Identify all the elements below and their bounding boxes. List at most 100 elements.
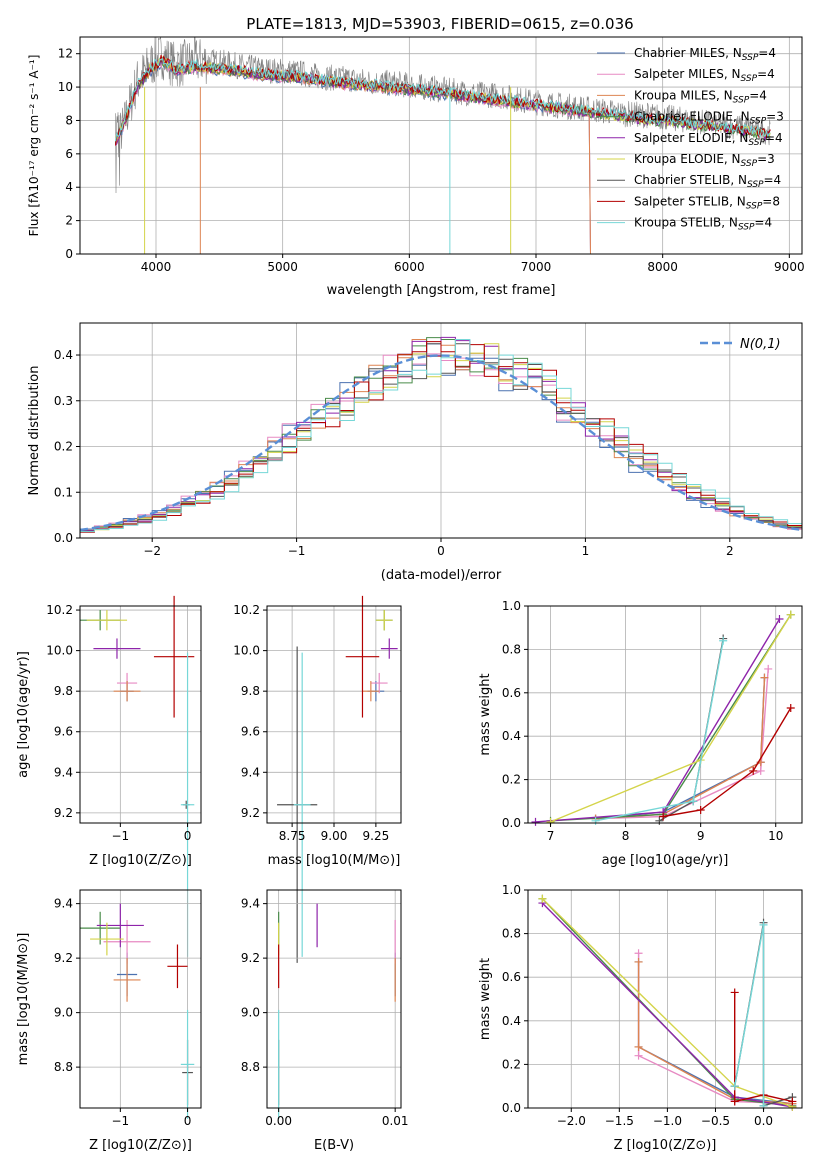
chart-weight_vs_Z: −2.0 −1.5 −1.0 −0.5 0.0 0.0 0.2 0.4 0.6 0.8 1.0 Z [… — [478, 883, 803, 1153]
x-tick-label: 1 — [582, 544, 590, 558]
y-tick-label: 9.2 — [54, 806, 73, 820]
x-axis-label: E(B-V) — [314, 1138, 354, 1153]
weight-marker — [659, 812, 668, 821]
weight-marker — [696, 805, 705, 814]
grid-lines — [267, 606, 401, 823]
x-tick-label: 9000 — [774, 260, 805, 274]
y-tick-label: 8.8 — [241, 1060, 260, 1074]
weight-marker — [730, 988, 739, 997]
y-tick-label: 9.0 — [241, 1006, 260, 1020]
y-tick-label: 0.0 — [54, 531, 73, 545]
legend-entry: N(0,1) — [740, 337, 781, 352]
weight-marker — [634, 949, 643, 958]
y-tick-label: 4 — [65, 180, 73, 194]
errorbars — [278, 903, 396, 1119]
y-tick-label: 0.0 — [502, 816, 521, 830]
x-tick-label: 7000 — [521, 260, 552, 274]
x-axis-label: Z [log10(Z/Z⊙)] — [89, 1138, 192, 1153]
legend-entry: Kroupa ELODIE, NSSP=3 — [634, 152, 775, 169]
weight-marker — [756, 766, 765, 775]
x-axis-label: wavelength [Angstrom, rest frame] — [327, 283, 556, 298]
weight-lines — [531, 610, 795, 826]
grid-lines — [80, 890, 201, 1108]
weight-marker — [634, 957, 643, 966]
axes-frame — [79, 605, 202, 824]
x-tick-label: 5000 — [267, 260, 298, 274]
chart-mass_vs_Z: −1 0 8.8 9.0 9.2 9.4 Z [log10(Z/Z⊙)] mass [log1… — [16, 889, 202, 1153]
model-spectrum-0 — [115, 59, 591, 254]
histograms — [80, 336, 802, 535]
x-tick-label: 4000 — [141, 260, 172, 274]
y-tick-label: 10 — [58, 80, 73, 94]
y-tick-label: 1.0 — [502, 599, 521, 613]
y-tick-label: 9.4 — [54, 765, 73, 779]
weight-line-5 — [550, 614, 792, 823]
y-tick-label: 0.8 — [502, 927, 521, 941]
weight-marker — [775, 615, 784, 624]
x-tick-label: −1.5 — [605, 1114, 634, 1128]
weight-marker — [719, 636, 728, 645]
y-tick-label: 9.4 — [241, 765, 260, 779]
y-tick-label: 10.2 — [233, 603, 260, 617]
axes-frame — [79, 36, 803, 255]
legend-entry: Chabrier STELIB, NSSP=4 — [634, 173, 781, 190]
spectrum-lines — [115, 37, 771, 254]
weight-marker — [655, 816, 664, 825]
grid-lines — [80, 606, 201, 823]
x-axis-label: (data-model)/error — [381, 568, 502, 583]
y-tick-label: 0.2 — [502, 773, 521, 787]
y-tick-label: 8.8 — [54, 1060, 73, 1074]
axes-frame — [527, 889, 803, 1109]
y-tick-label: 0.6 — [502, 686, 521, 700]
x-tick-label: 8.75 — [279, 829, 306, 843]
x-tick-label: −1.0 — [653, 1114, 682, 1128]
x-tick-label: −2 — [143, 544, 161, 558]
weight-marker — [786, 703, 795, 712]
y-tick-label: 2 — [65, 214, 73, 228]
y-tick-label: 9.4 — [241, 897, 260, 911]
y-tick-label: 8 — [65, 113, 73, 127]
errorbars — [80, 595, 195, 957]
weight-marker — [759, 920, 768, 929]
x-tick-label: 10 — [768, 829, 783, 843]
y-tick-label: 10.0 — [233, 644, 260, 658]
errorbars — [80, 903, 195, 1119]
x-tick-label: 0 — [184, 1114, 192, 1128]
x-tick-label: −1 — [111, 1114, 129, 1128]
y-tick-label: 12 — [58, 47, 73, 61]
axes-frame — [266, 889, 402, 1109]
chart-weight_vs_age: 7 8 9 10 0.0 0.2 0.4 0.6 0.8 1.0 age [log10(age/yr… — [478, 599, 803, 868]
y-tick-label: 0 — [65, 247, 73, 261]
x-tick-label: 9 — [697, 829, 705, 843]
x-tick-label: 0 — [184, 829, 192, 843]
x-axis-label: age [log10(age/yr)] — [602, 853, 729, 868]
weight-marker — [786, 610, 795, 619]
y-axis-label: mass [log10(M/M⊙)] — [16, 933, 31, 1066]
y-tick-label: 0.2 — [502, 1057, 521, 1071]
y-tick-label: 0.4 — [54, 348, 73, 362]
weight-marker — [689, 797, 698, 806]
x-axis-label: Z [log10(Z/Z⊙)] — [89, 853, 192, 868]
y-tick-label: 9.6 — [54, 725, 73, 739]
x-tick-label: 2 — [726, 544, 734, 558]
weight-marker — [760, 673, 769, 682]
x-tick-label: 0.01 — [382, 1114, 409, 1128]
weight-line-7 — [734, 992, 793, 1103]
y-tick-label: 0.2 — [54, 440, 73, 454]
weight-line-7 — [662, 707, 792, 818]
weight-marker — [764, 664, 773, 673]
figure-title: PLATE=1813, MJD=53903, FIBERID=0615, z=0… — [246, 15, 633, 33]
y-axis-label: age [log10(age/yr)] — [16, 651, 31, 778]
chart-residuals: −2 −1 0 1 2 0.0 0.1 0.2 0.3 0.4 (data-model)/error… — [27, 322, 803, 583]
weight-marker — [730, 1097, 739, 1106]
weight-marker — [634, 1042, 643, 1051]
x-tick-label: −2.0 — [557, 1114, 586, 1128]
x-tick-label: 8000 — [647, 260, 678, 274]
x-tick-label: 0.0 — [754, 1114, 773, 1128]
legend-entry: Kroupa STELIB, NSSP=4 — [634, 216, 772, 233]
model-spectrum-8 — [115, 57, 771, 142]
x-tick-label: 8 — [622, 829, 630, 843]
weight-line-1 — [595, 668, 769, 820]
y-tick-label: 0.6 — [502, 970, 521, 984]
